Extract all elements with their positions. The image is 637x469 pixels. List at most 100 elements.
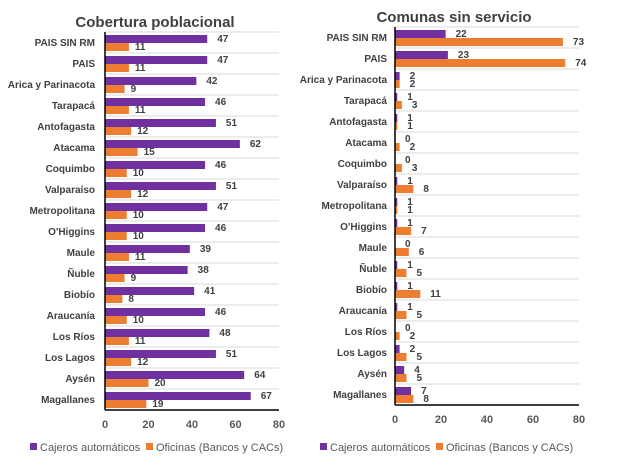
bar-cajeros-biobio (105, 287, 195, 295)
x-tick-label: 60 (229, 419, 241, 431)
category-label-los-lagos: Los Lagos (337, 348, 387, 359)
x-tick-label: 60 (527, 414, 539, 426)
bar-cajeros-antofagasta (105, 119, 216, 127)
bar-oficinas-aysen (395, 374, 407, 382)
category-label-araucania: Araucanía (47, 311, 96, 322)
data-label-oficinas-valparaiso: 8 (423, 184, 429, 195)
bar-cajeros-o-higgins (105, 224, 206, 232)
bar-cajeros-metropolitana (395, 198, 398, 206)
bar-cajeros-biobio (395, 282, 398, 290)
data-label-cajeros-magallanes: 67 (261, 391, 273, 402)
chart-title: Comunas sin servicio (376, 9, 531, 26)
data-label-oficinas-pais-sin-rm: 11 (135, 42, 146, 53)
category-label-metropolitana: Metropolitana (321, 201, 387, 212)
data-label-oficinas-los-rios: 11 (135, 336, 146, 347)
bar-cajeros-antofagasta (395, 114, 398, 122)
data-label-cajeros-valparaiso: 1 (407, 176, 413, 187)
data-label-oficinas-araucania: 10 (133, 315, 145, 326)
data-label-oficinas-biobio: 11 (430, 289, 441, 300)
data-label-oficinas-pais-sin-rm: 73 (573, 37, 585, 48)
data-label-cajeros-valparaiso: 51 (226, 181, 238, 192)
x-tick-label: 0 (102, 419, 108, 431)
data-label-oficinas-coquimbo: 3 (412, 163, 418, 174)
bar-oficinas-los-rios (105, 337, 129, 345)
data-label-oficinas-o-higgins: 7 (421, 226, 427, 237)
bar-cajeros-arica-y-parinacota (105, 77, 197, 85)
bar-cajeros-tarapaca (105, 98, 206, 106)
bar-oficinas-o-higgins (105, 232, 127, 240)
data-label-cajeros-tarapaca: 1 (407, 92, 413, 103)
bar-oficinas-tarapaca (395, 101, 402, 109)
data-label-cajeros-tarapaca: 46 (215, 97, 227, 108)
bar-cajeros-arica-y-parinacota (395, 72, 400, 80)
bar-oficinas-pais (395, 59, 566, 67)
bar-cajeros-coquimbo (105, 161, 206, 169)
data-label-cajeros-nuble: 1 (407, 260, 413, 271)
bar-cajeros-los-lagos (105, 350, 216, 358)
data-label-oficinas-magallanes: 8 (423, 394, 429, 405)
data-label-cajeros-pais-sin-rm: 47 (217, 34, 229, 45)
x-tick-label: 20 (142, 419, 154, 431)
bar-cajeros-aysen (395, 366, 405, 374)
data-label-cajeros-biobio: 41 (204, 286, 216, 297)
x-tick-label: 40 (481, 414, 493, 426)
data-label-cajeros-araucania: 46 (215, 307, 227, 318)
legend-swatch-cajeros (30, 443, 37, 450)
bar-oficinas-pais (105, 64, 129, 72)
bar-oficinas-los-lagos (395, 353, 407, 361)
category-label-o-higgins: O'Higgins (48, 227, 95, 238)
category-label-coquimbo: Coquimbo (338, 159, 387, 170)
bar-oficinas-los-lagos (105, 358, 132, 366)
category-label-araucania: Araucanía (339, 306, 388, 317)
category-label-maule: Maule (359, 243, 388, 254)
data-label-oficinas-araucania: 5 (417, 310, 423, 321)
category-label-antofagasta: Antofagasta (37, 122, 95, 133)
bar-cajeros-araucania (105, 308, 206, 316)
legend-label-oficinas: Oficinas (Bancos y CACs) (446, 442, 573, 454)
data-label-oficinas-arica-y-parinacota: 2 (410, 79, 416, 90)
bar-cajeros-aysen (105, 371, 245, 379)
category-label-antofagasta: Antofagasta (329, 117, 387, 128)
bar-cajeros-nuble (105, 266, 188, 274)
category-label-aysen: Aysén (65, 374, 95, 385)
data-label-cajeros-aysen: 64 (254, 370, 266, 381)
category-label-biobio: Biobío (356, 285, 387, 296)
data-label-cajeros-pais-sin-rm: 22 (456, 29, 468, 40)
data-label-oficinas-los-lagos: 12 (137, 357, 149, 368)
bar-oficinas-coquimbo (105, 169, 127, 177)
category-label-metropolitana: Metropolitana (29, 206, 95, 217)
bar-oficinas-maule (105, 253, 129, 261)
category-label-coquimbo: Coquimbo (46, 164, 95, 175)
data-label-cajeros-magallanes: 7 (421, 386, 427, 397)
bar-oficinas-biobio (395, 290, 421, 298)
bar-oficinas-metropolitana (105, 211, 127, 219)
data-label-oficinas-nuble: 5 (417, 268, 423, 279)
data-label-cajeros-atacama: 0 (405, 134, 411, 145)
bar-cajeros-magallanes (395, 387, 412, 395)
data-label-cajeros-los-rios: 48 (219, 328, 231, 339)
data-label-cajeros-o-higgins: 46 (215, 223, 227, 234)
chart-title: Cobertura poblacional (75, 14, 234, 31)
data-label-oficinas-maule: 6 (419, 247, 425, 258)
category-label-los-rios: Los Ríos (345, 327, 388, 338)
bar-oficinas-pais-sin-rm (395, 38, 563, 46)
data-label-oficinas-aysen: 5 (417, 373, 423, 384)
category-label-valparaiso: Valparaíso (337, 180, 387, 191)
data-label-cajeros-coquimbo: 46 (215, 160, 227, 171)
bar-cajeros-pais-sin-rm (395, 30, 446, 38)
category-label-valparaiso: Valparaíso (45, 185, 95, 196)
category-label-atacama: Atacama (53, 143, 95, 154)
category-label-tarapaca: Tarapacá (344, 96, 388, 107)
x-tick-label: 0 (392, 414, 398, 426)
bar-oficinas-arica-y-parinacota (395, 80, 400, 88)
bar-oficinas-araucania (105, 316, 127, 324)
category-label-tarapaca: Tarapacá (52, 101, 96, 112)
bar-cajeros-araucania (395, 303, 398, 311)
data-label-oficinas-biobio: 8 (128, 294, 134, 305)
category-label-maule: Maule (67, 248, 96, 259)
bar-cajeros-valparaiso (395, 177, 398, 185)
bar-oficinas-valparaiso (105, 190, 132, 198)
legend-label-cajeros: Cajeros automáticos (40, 442, 141, 454)
